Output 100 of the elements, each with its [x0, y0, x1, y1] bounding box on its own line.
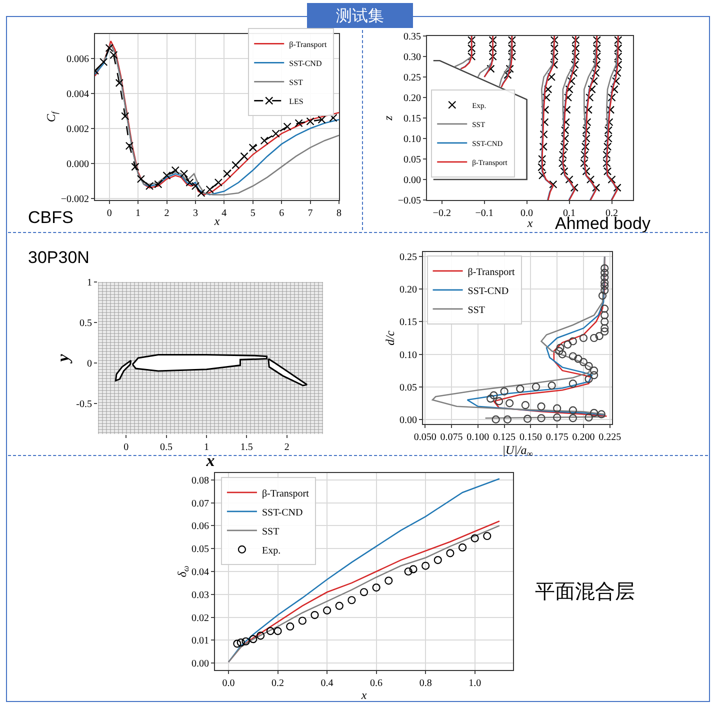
- point: [494, 397, 504, 406]
- x-tick-label: 0.175: [546, 432, 568, 443]
- point: [568, 380, 577, 388]
- y-tick-label: 0.006: [66, 54, 89, 65]
- legend-label: SST: [289, 78, 304, 87]
- point: [105, 44, 114, 52]
- point: [223, 170, 232, 178]
- point: [115, 78, 124, 87]
- y-tick-label: 0.00: [404, 175, 421, 186]
- y-tick-label: 0.05: [400, 382, 417, 394]
- x-tick-label: −0.2: [432, 208, 451, 219]
- y-tick-label: −0.05: [398, 196, 421, 206]
- point: [306, 117, 314, 126]
- legend-label: SST: [262, 526, 280, 538]
- legend-label: β-Transport: [289, 40, 328, 49]
- x-tick-label: 0.0: [222, 678, 235, 689]
- point: [564, 340, 572, 349]
- y-tick-label: 0.25: [404, 72, 421, 84]
- point: [409, 565, 418, 574]
- point: [600, 278, 609, 287]
- y-tick-label: 0.02: [192, 612, 209, 624]
- point: [553, 404, 562, 412]
- point: [470, 534, 479, 542]
- point: [310, 610, 319, 620]
- x-tick-label: 4: [222, 208, 227, 219]
- point: [537, 402, 546, 410]
- point: [100, 58, 108, 66]
- point: [214, 178, 222, 187]
- point: [600, 286, 609, 294]
- text: 测试集: [307, 3, 413, 28]
- point: [532, 382, 540, 391]
- point: [597, 410, 606, 418]
- x-tick-label: 0: [124, 442, 129, 453]
- point: [283, 122, 292, 131]
- point: [335, 602, 344, 610]
- x-tick-label: 0.075: [440, 432, 463, 443]
- point: [186, 178, 194, 187]
- x-axis-title: x: [213, 214, 220, 228]
- point: [584, 375, 593, 384]
- point: [574, 354, 582, 363]
- point: [256, 632, 265, 640]
- y-tick-label: 0.35: [404, 32, 421, 42]
- point: [568, 414, 577, 422]
- x-tick-label: 0.8: [419, 678, 432, 689]
- text: 平面混合层: [535, 580, 635, 605]
- y-tick-label: 0.07: [192, 498, 209, 510]
- y-tick-label: 0.30: [404, 52, 421, 63]
- y-tick-label: 0.05: [192, 544, 209, 556]
- y-axis-title: z: [381, 115, 396, 122]
- point: [248, 144, 257, 152]
- point: [595, 332, 604, 340]
- legend-label: β-Transport: [262, 488, 310, 500]
- y-tick-label: 0.10: [400, 350, 417, 361]
- y-tick-label: 0.00: [192, 658, 209, 670]
- x-tick-label: 0.0: [520, 208, 534, 219]
- x-tick-label: 0.100: [466, 432, 490, 443]
- y-tick-label: 0.25: [400, 252, 417, 264]
- y-tick-label: 0.20: [400, 284, 417, 296]
- point: [492, 415, 500, 424]
- y-tick-label: 0.01: [192, 636, 209, 647]
- y-tick-label: 0.06: [192, 521, 209, 532]
- legend-label: Exp.: [262, 545, 281, 556]
- point: [236, 638, 245, 647]
- point: [548, 382, 556, 390]
- y-tick-label: 0.5: [80, 318, 92, 329]
- point: [523, 414, 532, 423]
- x-tick-label: 0.050: [414, 432, 436, 443]
- point: [348, 596, 356, 604]
- x-tick-label: 0.6: [370, 678, 383, 689]
- point: [233, 640, 242, 648]
- y-tick-label: 0.002: [66, 124, 89, 135]
- y-tick-label: 0.05: [404, 154, 421, 166]
- point: [568, 337, 577, 346]
- point: [598, 292, 607, 300]
- point: [506, 399, 514, 408]
- point: [521, 401, 530, 410]
- point: [136, 174, 145, 184]
- point: [590, 371, 598, 380]
- point: [579, 358, 588, 366]
- x-tick-label: 0.150: [519, 432, 542, 443]
- point: [274, 627, 282, 636]
- x-tick-label: 0.5: [160, 442, 173, 453]
- point: [553, 413, 562, 422]
- point: [600, 273, 609, 282]
- point: [372, 583, 380, 592]
- x-tick-label: 1: [136, 208, 141, 219]
- point: [486, 394, 495, 403]
- y-tick-label: −0.002: [60, 194, 89, 205]
- point: [600, 318, 609, 326]
- y-tick-label: 0.00: [400, 414, 417, 426]
- point: [121, 112, 130, 120]
- x-tick-label: 0.2: [272, 678, 284, 689]
- x-axis-title: |U|/a$_{∞}$: [502, 443, 533, 459]
- x-tick-label: 5: [250, 208, 256, 219]
- point: [404, 567, 412, 576]
- text: 30P30N: [28, 248, 90, 268]
- point: [266, 627, 274, 636]
- x-tick-label: −0.1: [475, 208, 494, 219]
- legend-label: SST: [468, 304, 486, 316]
- y-tick-label: 1: [87, 278, 92, 288]
